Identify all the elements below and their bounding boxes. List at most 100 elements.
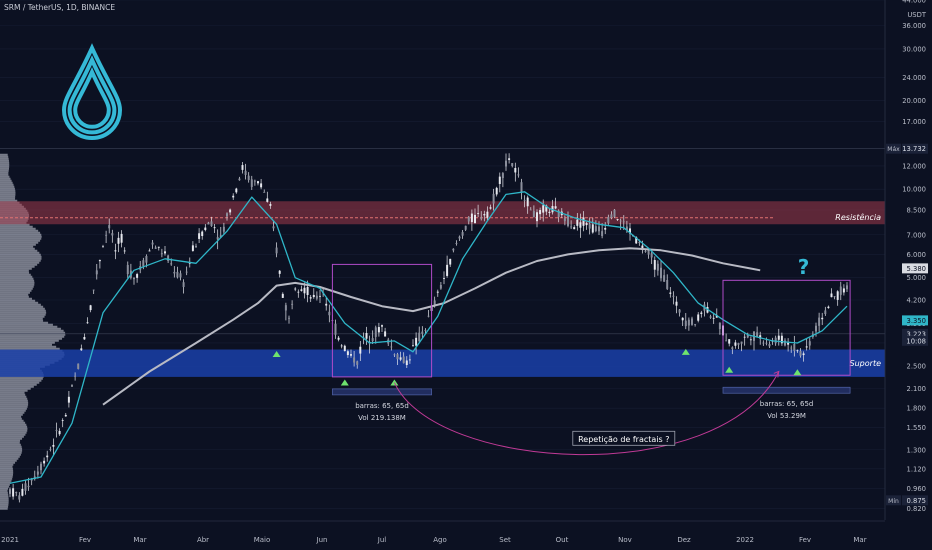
volume-profile-bar <box>0 297 32 300</box>
price-badge <box>902 263 928 274</box>
candle-body <box>582 217 585 226</box>
volume-profile-bar <box>0 199 18 202</box>
candle-body <box>46 455 49 458</box>
volume-profile-bar <box>0 465 13 468</box>
candle-body <box>805 346 808 348</box>
volume-profile-bar <box>0 163 10 166</box>
price-badge-label: 3.223 <box>907 330 926 338</box>
price-tick-label: 6.000 <box>907 251 926 259</box>
candle-body <box>554 206 557 209</box>
candle-body <box>297 291 300 293</box>
volume-profile-bar <box>0 269 29 272</box>
candle-body <box>449 258 452 265</box>
logo-ring <box>67 55 117 135</box>
candle-body <box>774 337 777 344</box>
resistance-label: Resistência <box>835 212 881 222</box>
candle-body <box>756 332 759 338</box>
candle-body <box>728 339 731 344</box>
candle-body <box>102 246 104 248</box>
candle-body <box>390 346 393 348</box>
candle-body <box>9 489 11 494</box>
candle-body <box>52 444 55 447</box>
candle-body <box>458 236 461 239</box>
candle-body <box>105 234 108 236</box>
candle-body <box>300 289 303 291</box>
time-axis-background <box>0 521 932 550</box>
price-tick-label: 12.000 <box>902 162 926 170</box>
bar-range-ruler <box>332 388 432 396</box>
candle-body <box>715 315 718 318</box>
volume-profile-bar <box>0 393 26 396</box>
price-tick-label: 36.000 <box>902 22 926 30</box>
volume-profile-bar <box>0 303 41 306</box>
volume-profile-bar <box>0 291 30 294</box>
time-tick-label: Set <box>499 536 511 544</box>
fractal-marker-icon <box>340 379 349 386</box>
volume-profile-bar <box>0 305 44 308</box>
volume-profile-bar <box>0 451 22 454</box>
volume-profile-bar <box>0 335 65 338</box>
volume-profile-bar <box>0 331 66 334</box>
volume-profile-bar <box>0 317 43 320</box>
candle-body <box>815 325 817 332</box>
volume-profile-bar <box>0 295 29 298</box>
volume-profile-bar <box>0 249 38 252</box>
candle-body <box>164 251 166 254</box>
price-tick-label: 7.000 <box>907 231 926 239</box>
volume-profile-bar <box>0 241 39 244</box>
candle-body <box>148 250 151 252</box>
volume-profile-bar <box>0 231 41 234</box>
candle-body <box>80 348 83 351</box>
candle-body <box>123 250 126 252</box>
volume-profile-bar <box>0 473 14 476</box>
time-tick-label: Fev <box>79 536 91 544</box>
candle-body <box>508 158 511 160</box>
candle-body <box>185 271 188 273</box>
candle-body <box>743 336 746 338</box>
volume-profile-bar <box>0 475 13 478</box>
volume-profile-bar <box>0 485 9 488</box>
fractal-volume-label: Vol 53.29M <box>767 412 806 420</box>
candle-body <box>399 357 402 360</box>
candle-body <box>281 293 284 298</box>
candle-body <box>656 263 659 271</box>
volume-profile-bar <box>0 159 9 162</box>
candle-body <box>415 337 418 346</box>
volume-profile-bar <box>0 253 41 256</box>
candle-body <box>40 463 42 471</box>
candle-body <box>312 294 315 298</box>
candle-body <box>681 317 684 321</box>
candle-body <box>610 214 613 218</box>
fractal-bars-label: barras: 65, 65d <box>355 402 409 410</box>
volume-profile-bar <box>0 273 31 276</box>
candle-body <box>585 223 588 226</box>
candle-body <box>455 243 458 245</box>
volume-profile-bar <box>0 463 14 466</box>
candle-body <box>343 345 346 352</box>
volume-profile-bar <box>0 401 29 404</box>
candle-body <box>505 160 507 167</box>
candle-body <box>145 255 148 263</box>
volume-profile-bar <box>0 347 60 350</box>
price-tick-label: 1.300 <box>907 446 926 454</box>
volume-profile-bar <box>0 491 8 494</box>
candle-body <box>601 231 604 236</box>
volume-profile-bar <box>0 309 46 312</box>
volume-profile-bar <box>0 167 10 170</box>
volume-profile-bar <box>0 243 36 246</box>
candle-body <box>666 279 669 289</box>
candle-body <box>43 460 46 464</box>
volume-profile-bar <box>0 431 27 434</box>
candle-body <box>424 329 427 331</box>
price-tick-label: 2.500 <box>907 363 926 371</box>
candle-body <box>635 236 638 244</box>
volume-profile-bar <box>0 251 40 254</box>
volume-profile-bar <box>0 467 13 470</box>
candle-body <box>672 295 675 297</box>
candle-body <box>669 292 672 294</box>
candle-body <box>821 317 824 320</box>
volume-profile-bar <box>0 281 35 284</box>
volume-profile-bar <box>0 399 28 402</box>
